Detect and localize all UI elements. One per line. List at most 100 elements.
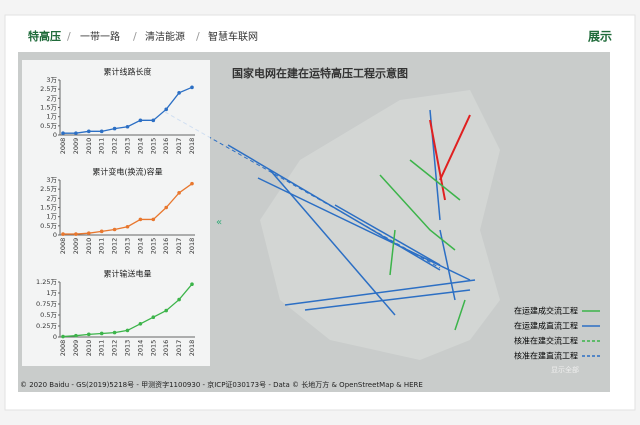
x-tick-label: 2014	[136, 340, 144, 357]
y-tick-label: 2万	[46, 94, 57, 102]
x-tick-label: 2018	[188, 138, 196, 155]
y-tick-label: 0.25万	[36, 322, 57, 330]
x-tick-label: 2010	[85, 340, 93, 357]
point	[112, 330, 117, 335]
y-tick-label: 0	[53, 131, 57, 139]
x-tick-label: 2017	[175, 238, 183, 255]
point	[112, 227, 117, 232]
point	[177, 91, 181, 95]
y-tick-label: 3万	[46, 176, 57, 184]
point	[138, 217, 143, 222]
show-all[interactable]: 显示全部	[551, 365, 579, 374]
x-tick-label: 2014	[136, 238, 144, 255]
x-tick-label: 2010	[85, 138, 93, 155]
point	[125, 328, 130, 333]
point	[164, 308, 168, 313]
x-tick-label: 2013	[124, 238, 132, 255]
y-tick-label: 0.75万	[36, 300, 57, 308]
y-tick-label: 0.5万	[40, 222, 57, 230]
y-tick-label: 0.5万	[40, 122, 57, 130]
x-tick-label: 2008	[59, 138, 67, 155]
point	[177, 191, 181, 195]
y-tick-label: 2万	[46, 194, 57, 202]
toggle[interactable]: «	[216, 217, 222, 228]
y-tick-label: 2.5万	[40, 85, 57, 93]
y-tick-label: 3万	[46, 76, 57, 84]
x-tick-label: 2011	[98, 238, 106, 255]
point	[164, 107, 168, 112]
x-tick-label: 2018	[188, 340, 196, 357]
point	[99, 229, 104, 234]
x-tick-label: 2010	[85, 238, 93, 255]
x-tick-label: 2009	[72, 238, 80, 255]
point	[125, 124, 130, 129]
ac-lines	[379, 159, 466, 331]
point	[138, 118, 143, 123]
point	[151, 315, 156, 320]
x-tick-label: 2012	[111, 138, 119, 155]
x-tick-label: 2011	[98, 138, 106, 155]
y-tick-label: 0.5万	[40, 311, 57, 319]
point	[138, 322, 143, 326]
x-tick-label: 2015	[149, 138, 157, 155]
x-tick-label: 2009	[72, 340, 80, 357]
x-tick-label: 2008	[59, 340, 67, 357]
y-tick-label: 0	[53, 333, 57, 341]
action[interactable]: 展示	[588, 30, 612, 44]
point	[190, 85, 194, 90]
x-tick-label: 2012	[111, 340, 119, 357]
x-tick-label: 2018	[188, 238, 196, 255]
point	[61, 232, 65, 236]
x-tick-label: 2016	[162, 138, 170, 155]
x-tick-label: 2012	[111, 238, 119, 255]
point	[74, 131, 78, 135]
point	[99, 129, 104, 134]
x-tick-label: 2016	[162, 340, 170, 357]
x-tick-label: 2011	[98, 340, 106, 357]
x-tick-label: 2015	[149, 340, 157, 357]
x-tick-label: 2016	[162, 238, 170, 255]
dc-planned	[164, 111, 441, 269]
x-tick-label: 2017	[175, 340, 183, 357]
y-tick-label: 1万	[46, 213, 57, 221]
y-tick-label: 1万	[46, 113, 57, 121]
legend-label: 在运建成交流工程	[514, 306, 578, 316]
point	[74, 232, 78, 236]
x-tick-label: 2009	[72, 138, 80, 155]
tab[interactable]: 清洁能源	[145, 30, 185, 43]
legend-label: 核准在建交流工程	[514, 336, 578, 346]
point	[190, 181, 194, 186]
chart-title: 累计输送电量	[104, 269, 152, 279]
tab[interactable]: 特高压	[28, 29, 61, 43]
point	[112, 126, 117, 131]
tab[interactable]: 一带一路	[80, 30, 120, 43]
x-tick-label: 2013	[124, 340, 132, 357]
sep: /	[67, 30, 71, 43]
point	[87, 332, 91, 337]
legend: 在运建成交流工程 在运建成直流工程 核准在建交流工程 核准在建直流工程 显示全部	[514, 306, 600, 374]
point	[61, 131, 65, 135]
y-tick-label: 0	[53, 231, 57, 239]
legend-label: 在运建成直流工程	[514, 321, 578, 331]
x-tick-label: 2015	[149, 238, 157, 255]
chart-panel	[22, 60, 210, 366]
point	[61, 334, 65, 339]
map-title: 国家电网在建在运特高压工程示意图	[232, 66, 408, 80]
point	[190, 282, 194, 287]
sep: /	[133, 30, 137, 43]
x-tick-label: 2008	[59, 238, 67, 255]
x-tick-label: 2017	[175, 138, 183, 155]
chart-title: 累计线路长度	[104, 67, 152, 77]
chart-title: 累计变电(换流)容量	[92, 167, 162, 177]
point	[87, 129, 91, 134]
x-tick-label: 2014	[136, 138, 144, 155]
copyright: © 2020 Baidu - GS(2019)5218号 - 甲测资字11009…	[20, 380, 423, 389]
land	[260, 90, 500, 360]
sep: /	[196, 30, 200, 43]
tab[interactable]: 智慧车联网	[208, 30, 258, 43]
point	[87, 231, 91, 235]
point	[99, 331, 104, 336]
point	[125, 224, 130, 229]
point	[151, 118, 156, 123]
